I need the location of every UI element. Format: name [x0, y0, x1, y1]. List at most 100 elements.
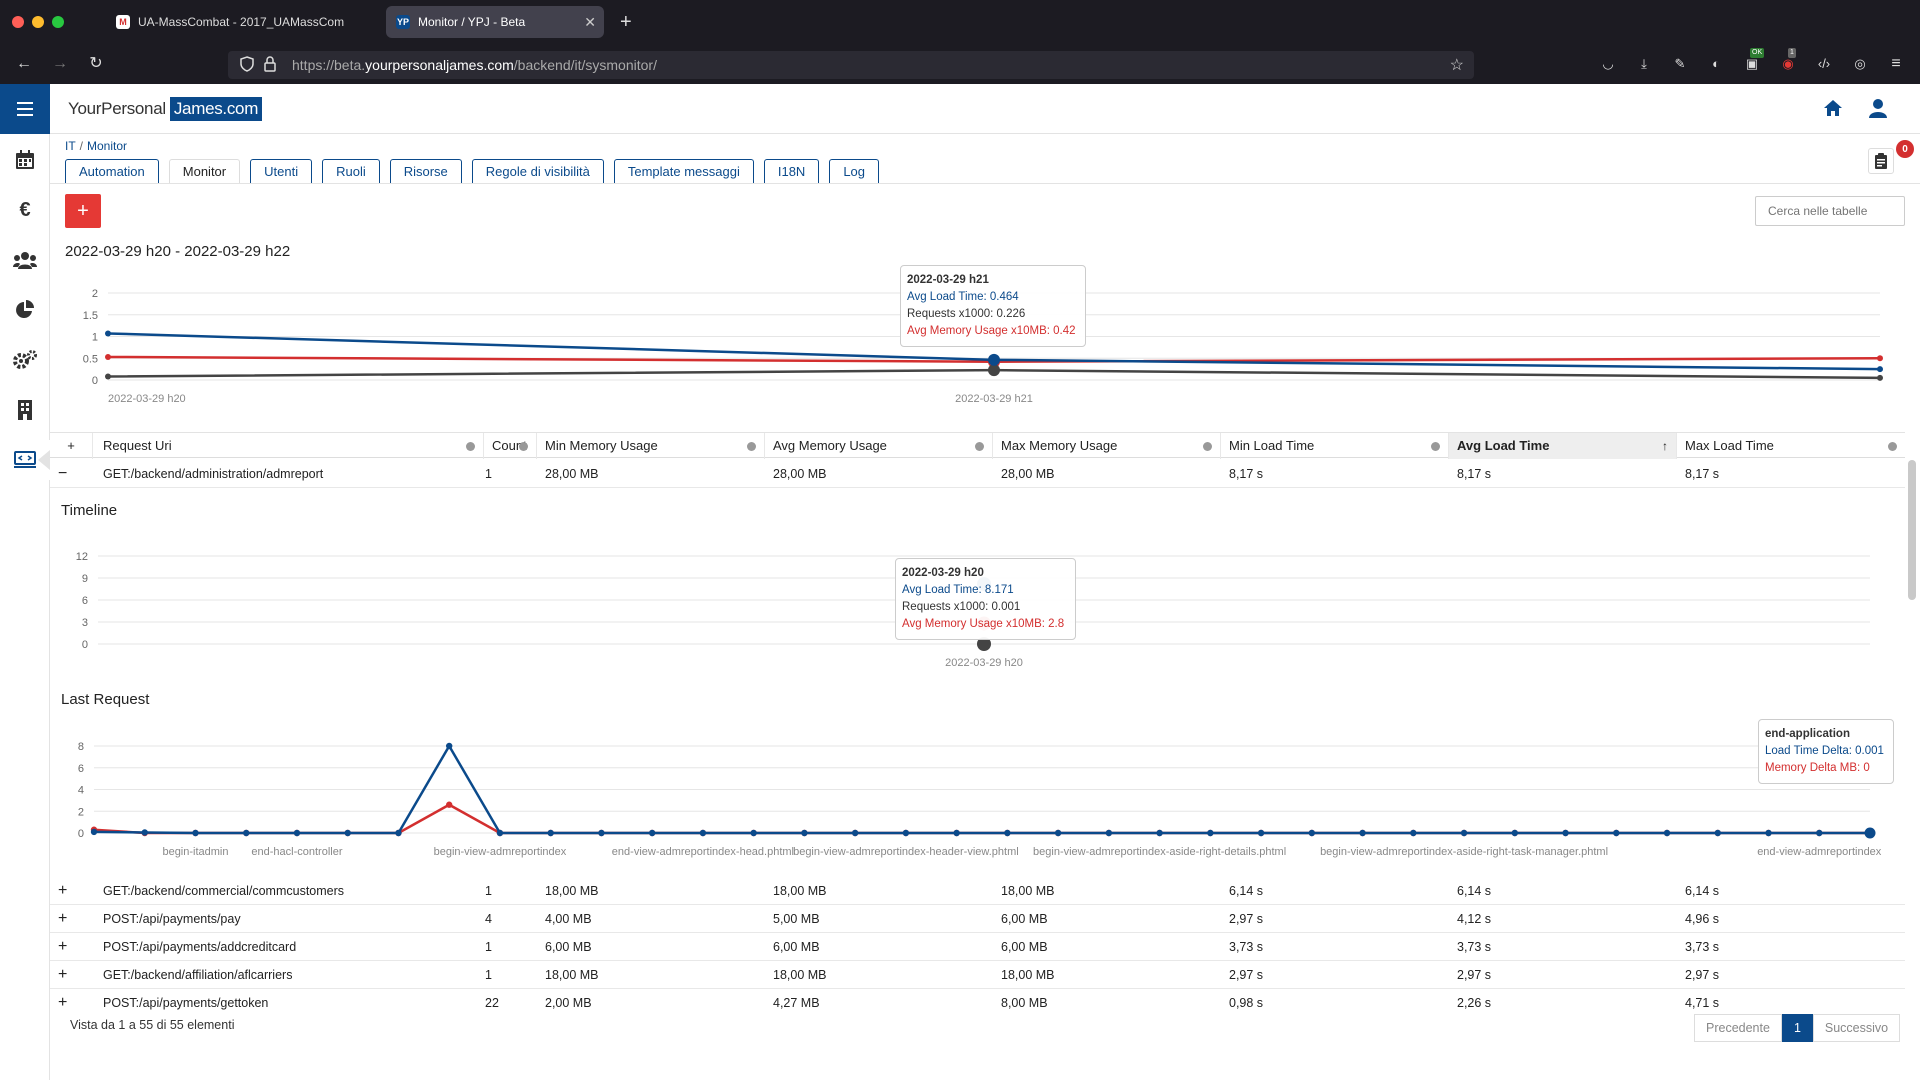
- sort-icon[interactable]: [1888, 442, 1897, 451]
- lock-icon[interactable]: [264, 56, 276, 75]
- account-icon[interactable]: ◎: [1854, 56, 1866, 71]
- table-row-expanded[interactable]: − GET:/backend/administration/admreport …: [50, 460, 1905, 488]
- clipboard-icon[interactable]: [1868, 148, 1894, 174]
- address-bar[interactable]: https://beta. yourpersonaljames.com/backe…: [228, 51, 1474, 79]
- pocket-icon[interactable]: ◡: [1602, 56, 1614, 71]
- column-label: Min Memory Usage: [545, 438, 658, 453]
- y-tick-label: 6: [82, 595, 88, 607]
- cell-max-load: 3,73 s: [1685, 940, 1720, 954]
- expand-toggle[interactable]: +: [58, 994, 68, 1011]
- extension-ok-icon[interactable]: OK ▣: [1745, 48, 1765, 71]
- tab-i18n[interactable]: I18N: [763, 159, 820, 183]
- menu-toggle-button[interactable]: [0, 84, 50, 134]
- tab-log[interactable]: Log: [829, 159, 880, 183]
- data-point: [547, 829, 554, 837]
- logo[interactable]: YourPersonal James.com: [68, 97, 263, 121]
- tab-risorse[interactable]: Risorse: [389, 159, 462, 183]
- table-row[interactable]: + GET:/backend/commercial/commcustomers …: [50, 877, 1905, 905]
- calendar-icon[interactable]: [0, 140, 50, 180]
- forward-icon[interactable]: →: [52, 55, 68, 72]
- page-1-button[interactable]: 1: [1781, 1014, 1813, 1042]
- tab-regole[interactable]: Regole di visibilità: [471, 159, 604, 183]
- column-count[interactable]: Count: [484, 433, 537, 459]
- y-tick-label: 9: [82, 573, 88, 585]
- collapse-toggle[interactable]: −: [58, 465, 68, 482]
- expand-toggle[interactable]: +: [58, 938, 68, 955]
- window-close-button[interactable]: [12, 16, 24, 28]
- data-point: [1105, 829, 1113, 837]
- scrollbar[interactable]: [1908, 460, 1916, 600]
- sort-icon[interactable]: [747, 442, 756, 451]
- column-avg-load[interactable]: Avg Load Time ↑: [1449, 433, 1677, 459]
- tab-template[interactable]: Template messaggi: [613, 159, 754, 183]
- add-button[interactable]: +: [65, 194, 101, 228]
- sort-icon[interactable]: [1203, 442, 1212, 451]
- euro-icon[interactable]: €: [19, 198, 31, 221]
- expand-toggle[interactable]: +: [58, 966, 68, 983]
- close-tab-icon[interactable]: ✕: [584, 13, 596, 30]
- expand-toggle[interactable]: +: [58, 882, 68, 899]
- wrench-icon[interactable]: ✎: [1674, 56, 1686, 71]
- browser-tab-active[interactable]: YP Monitor / YPJ - Beta ✕: [386, 6, 604, 38]
- devtools-icon[interactable]: ‹/›: [1817, 56, 1831, 71]
- expand-toggle[interactable]: +: [58, 910, 68, 927]
- tab-automation[interactable]: Automation: [65, 159, 159, 183]
- data-point: [243, 829, 250, 837]
- pie-chart-icon[interactable]: [0, 290, 50, 330]
- window-minimize-button[interactable]: [32, 16, 44, 28]
- table-row[interactable]: + POST:/api/payments/pay 4 4,00 MB 5,00 …: [50, 905, 1905, 933]
- breadcrumb-it[interactable]: IT: [65, 139, 76, 153]
- table-row[interactable]: + POST:/api/payments/gettoken 22 2,00 MB…: [50, 989, 1905, 1011]
- tab-ruoli[interactable]: Ruoli: [322, 159, 380, 183]
- column-request-uri[interactable]: Request Uri: [93, 433, 484, 459]
- tab-monitor[interactable]: Monitor: [168, 159, 241, 183]
- breadcrumb-monitor[interactable]: Monitor: [87, 139, 128, 153]
- table-row[interactable]: + GET:/backend/affiliation/aflcarriers 1…: [50, 961, 1905, 989]
- column-max-load[interactable]: Max Load Time: [1677, 433, 1905, 459]
- sort-icon[interactable]: [1431, 442, 1440, 451]
- users-icon[interactable]: [0, 240, 50, 280]
- app-header: YourPersonal James.com: [50, 84, 1920, 134]
- url-domain: yourpersonaljames.com: [365, 57, 514, 73]
- extension-icon[interactable]: ◐: [1712, 56, 1720, 71]
- browser-chrome: M UA-MassCombat - 2017_UAMassCom YP Moni…: [0, 0, 1920, 84]
- sort-icon[interactable]: [466, 442, 475, 451]
- column-avg-memory[interactable]: Avg Memory Usage: [765, 433, 993, 459]
- tooltip-line: Requests x1000: 0.226: [907, 308, 1026, 320]
- extension-red-icon[interactable]: 1 ◉: [1782, 48, 1796, 71]
- tooltip-line: Avg Load Time: 0.464: [907, 291, 1019, 303]
- tab-utenti[interactable]: Utenti: [250, 159, 313, 183]
- window-zoom-button[interactable]: [52, 16, 64, 28]
- prev-page-button[interactable]: Precedente: [1694, 1014, 1782, 1042]
- hamburger-menu-icon[interactable]: ≡: [1891, 55, 1901, 72]
- bookmark-star-icon[interactable]: ☆: [1449, 57, 1464, 74]
- gears-icon[interactable]: [0, 340, 50, 380]
- url-prefix: https://beta.: [292, 57, 366, 73]
- shield-icon[interactable]: [240, 56, 254, 75]
- expand-all-header[interactable]: +: [50, 433, 93, 459]
- browser-tab[interactable]: M UA-MassCombat - 2017_UAMassCom: [106, 6, 384, 38]
- sort-icon[interactable]: [519, 442, 528, 451]
- data-point: [90, 828, 98, 836]
- back-icon[interactable]: ←: [16, 55, 32, 72]
- user-icon[interactable]: [1868, 98, 1892, 122]
- column-max-memory[interactable]: Max Memory Usage: [993, 433, 1221, 459]
- data-point: [105, 373, 111, 380]
- table-row[interactable]: + POST:/api/payments/addcreditcard 1 6,0…: [50, 933, 1905, 961]
- sort-ascending-icon[interactable]: ↑: [1662, 439, 1668, 453]
- cell-max-load: 6,14 s: [1685, 884, 1720, 898]
- search-input[interactable]: [1755, 196, 1905, 226]
- column-label: Min Load Time: [1229, 438, 1315, 453]
- sort-icon[interactable]: [975, 442, 984, 451]
- x-tick-label: begin-itadmin: [162, 846, 228, 858]
- reload-icon[interactable]: ↻: [89, 55, 103, 72]
- column-min-load[interactable]: Min Load Time: [1221, 433, 1449, 459]
- new-tab-icon[interactable]: +: [620, 10, 632, 33]
- download-icon[interactable]: ⤓: [1641, 56, 1647, 71]
- next-page-button[interactable]: Successivo: [1812, 1014, 1901, 1042]
- data-point: [192, 829, 199, 837]
- tooltip-line: Load Time Delta: 0.001: [1765, 745, 1884, 757]
- home-icon[interactable]: [1823, 98, 1847, 122]
- column-min-memory[interactable]: Min Memory Usage: [537, 433, 765, 459]
- building-icon[interactable]: [0, 390, 50, 430]
